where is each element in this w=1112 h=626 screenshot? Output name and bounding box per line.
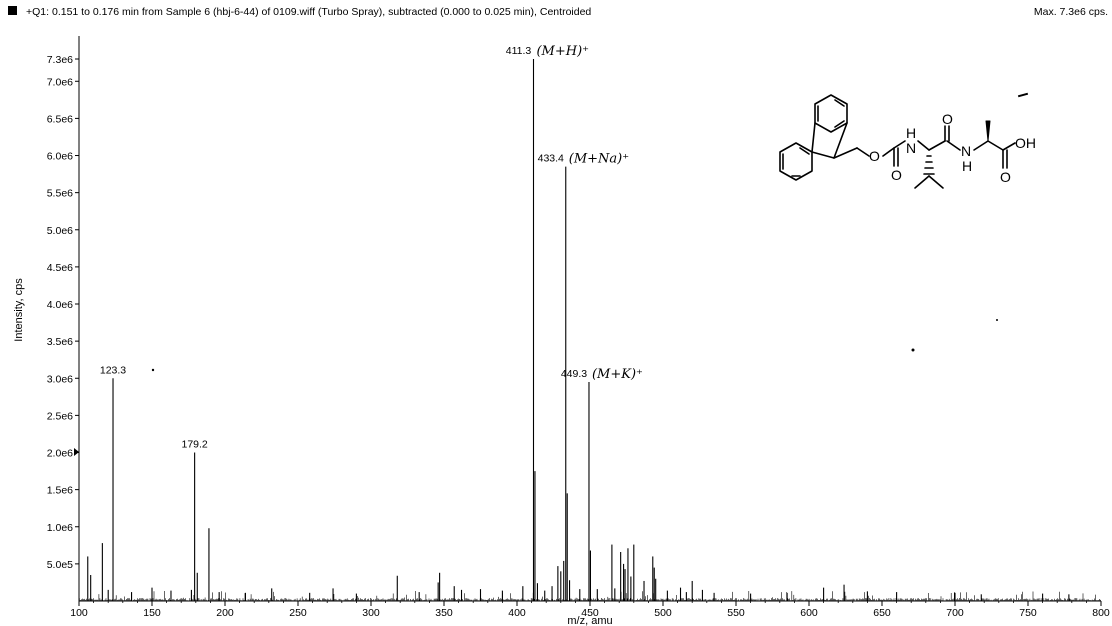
atom-o-carbamate: O	[891, 167, 902, 183]
y-tick-label: 1.0e6	[47, 522, 73, 534]
chemical-structure: O H N O O N H OH O	[779, 94, 1036, 189]
peak-label: 123.3	[100, 364, 126, 376]
x-tick-label: 300	[362, 607, 380, 619]
x-tick-label: 150	[143, 607, 161, 619]
x-tick-label: 400	[508, 607, 526, 619]
y-tick-label: 3.0e6	[47, 373, 73, 385]
fluorene-upper-ring	[814, 94, 848, 133]
y-tick-label: 1.5e6	[47, 485, 73, 497]
y-tick-label: 4.5e6	[47, 262, 73, 274]
x-tick-label: 700	[946, 607, 964, 619]
atom-o-acid: O	[1000, 169, 1011, 185]
peak-label: 449.3	[561, 368, 587, 380]
x-tick-label: 800	[1092, 607, 1110, 619]
y-tick-label: 6.0e6	[47, 151, 73, 163]
y-tick-label: 2.0e6	[47, 448, 73, 460]
peak-label: 411.3	[506, 45, 532, 57]
y-tick-label: 2.5e6	[47, 410, 73, 422]
y-tick-label: 7.3e6	[47, 54, 73, 66]
x-axis-title: m/z, amu	[567, 615, 612, 626]
atom-h-nh1: H	[906, 125, 916, 141]
atom-n-nh2: N	[961, 143, 971, 159]
x-tick-label: 600	[800, 607, 818, 619]
atom-h-nh2: H	[962, 158, 972, 174]
atom-n-nh1: N	[906, 140, 916, 156]
y-axis-marker-icon	[74, 448, 79, 456]
x-tick-label: 450	[581, 607, 599, 619]
x-tick-label: 550	[727, 607, 745, 619]
peak-label: 433.4	[538, 153, 564, 165]
y-axis-title: Intensity, cps	[13, 278, 25, 342]
x-tick-label: 650	[873, 607, 891, 619]
x-tick-label: 750	[1019, 607, 1037, 619]
chart-title: +Q1: 0.151 to 0.176 min from Sample 6 (h…	[26, 6, 591, 18]
x-tick-label: 250	[289, 607, 307, 619]
peak-annotation: (M+Na)⁺	[569, 152, 629, 167]
atom-oh: OH	[1015, 135, 1036, 151]
x-tick-label: 350	[435, 607, 453, 619]
x-tick-label: 100	[70, 607, 88, 619]
peak-label: 179.2	[181, 439, 207, 451]
square-marker-icon	[8, 6, 17, 15]
y-tick-label: 6.5e6	[47, 113, 73, 125]
max-intensity-label: Max. 7.3e6 cps.	[1034, 6, 1108, 18]
peak-annotation: (M+K)⁺	[592, 367, 643, 382]
atom-o-amide: O	[942, 111, 953, 127]
x-tick-label: 500	[654, 607, 672, 619]
y-tick-label: 4.0e6	[47, 299, 73, 311]
atom-o-ether: O	[869, 148, 880, 164]
y-tick-label: 5.0e6	[47, 225, 73, 237]
fluorene-lower-ring	[779, 142, 813, 181]
y-tick-label: 7.0e6	[47, 76, 73, 88]
y-tick-label: 5.0e5	[47, 559, 73, 571]
peak-annotation: (M+H)⁺	[536, 44, 589, 59]
y-tick-label: 5.5e6	[47, 188, 73, 200]
fluorene-five-ring	[811, 122, 848, 159]
scan-specks	[151, 92, 1029, 372]
x-tick-label: 200	[216, 607, 234, 619]
y-tick-label: 3.5e6	[47, 336, 73, 348]
